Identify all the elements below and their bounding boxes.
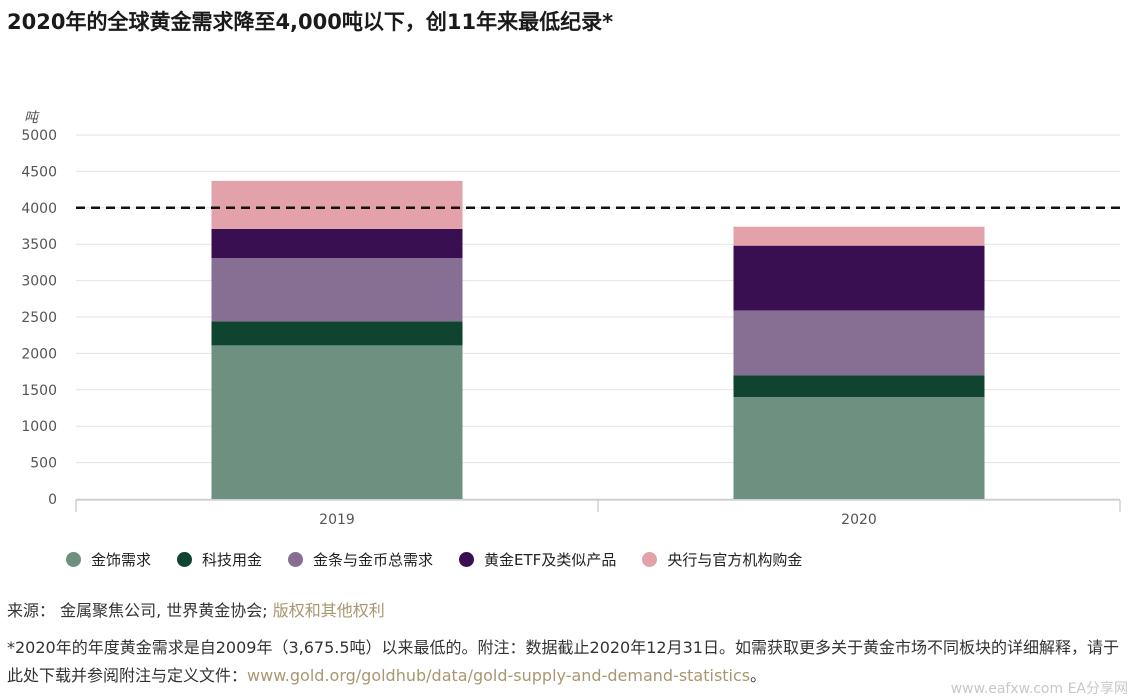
watermark: www.eafxw.com EA分享网 bbox=[950, 681, 1128, 697]
bar-segment bbox=[211, 180, 463, 229]
source-line: 来源： 金属聚焦公司, 世界黄金协会; 版权和其他权利 bbox=[7, 597, 385, 621]
rights-link[interactable]: 版权和其他权利 bbox=[272, 601, 385, 620]
y-tick-label: 4500 bbox=[21, 164, 57, 180]
y-tick-label: 0 bbox=[48, 492, 57, 508]
legend-label: 金饰需求 bbox=[91, 551, 152, 569]
y-unit-label: 吨 bbox=[24, 110, 40, 126]
legend-item: 黄金ETF及类似产品 bbox=[459, 549, 616, 570]
bar-segment bbox=[211, 321, 463, 346]
footnote-text: *2020年的年度黄金需求是自2009年（3,675.5吨）以来最低的。附注：数… bbox=[7, 638, 1119, 685]
bar-segment bbox=[733, 245, 985, 311]
legend-swatch bbox=[642, 552, 658, 567]
y-tick-label: 3000 bbox=[21, 274, 57, 290]
legend-label: 央行与官方机构购金 bbox=[667, 551, 803, 569]
y-tick-label: 2000 bbox=[21, 346, 57, 362]
legend-label: 金条与金币总需求 bbox=[313, 551, 434, 569]
x-tick-label: 2019 bbox=[319, 512, 355, 528]
y-tick-label: 4000 bbox=[21, 201, 57, 217]
bar-segment bbox=[733, 226, 985, 246]
chart-title: 2020年的全球黄金需求降至4,000吨以下，创11年来最低纪录* bbox=[7, 10, 614, 34]
legend-label: 黄金ETF及类似产品 bbox=[484, 551, 617, 569]
chart-legend: 金饰需求 科技用金 金条与金币总需求 黄金ETF及类似产品 央行与官方机构购金 bbox=[66, 549, 828, 570]
legend-item: 科技用金 bbox=[177, 549, 262, 570]
y-tick-label: 500 bbox=[30, 456, 57, 472]
bar-segment bbox=[211, 258, 463, 322]
source-text: 来源： 金属聚焦公司, 世界黄金协会; bbox=[7, 601, 273, 620]
legend-swatch bbox=[66, 552, 81, 567]
legend-item: 金饰需求 bbox=[66, 549, 151, 570]
bar-segment bbox=[211, 345, 463, 499]
y-tick-label: 1000 bbox=[21, 419, 57, 435]
legend-swatch bbox=[177, 552, 193, 567]
y-tick-label: 3500 bbox=[21, 237, 57, 253]
bar-segment bbox=[733, 310, 985, 376]
footnote: *2020年的年度黄金需求是自2009年（3,675.5吨）以来最低的。附注：数… bbox=[7, 634, 1127, 690]
x-tick-label: 2020 bbox=[841, 512, 877, 528]
stacked-bar-chart: 吨 0 500 1000 1500 2000 2500 3000 3500 4000 4500 500… bbox=[21, 110, 1121, 528]
bar-segment bbox=[733, 397, 985, 499]
y-tick-label: 1500 bbox=[21, 383, 57, 399]
legend-item: 金条与金币总需求 bbox=[288, 549, 433, 570]
bar-segment bbox=[733, 375, 985, 398]
legend-swatch bbox=[288, 552, 304, 567]
y-tick-label: 5000 bbox=[21, 128, 57, 144]
goldhub-link[interactable]: www.gold.org/goldhub/data/gold-supply-an… bbox=[247, 666, 751, 685]
bar-segment bbox=[211, 228, 463, 259]
legend-item: 央行与官方机构购金 bbox=[642, 549, 802, 570]
legend-label: 科技用金 bbox=[202, 551, 263, 569]
legend-swatch bbox=[459, 552, 475, 567]
footnote-suffix: 。 bbox=[750, 666, 767, 685]
y-tick-label: 2500 bbox=[21, 310, 57, 326]
